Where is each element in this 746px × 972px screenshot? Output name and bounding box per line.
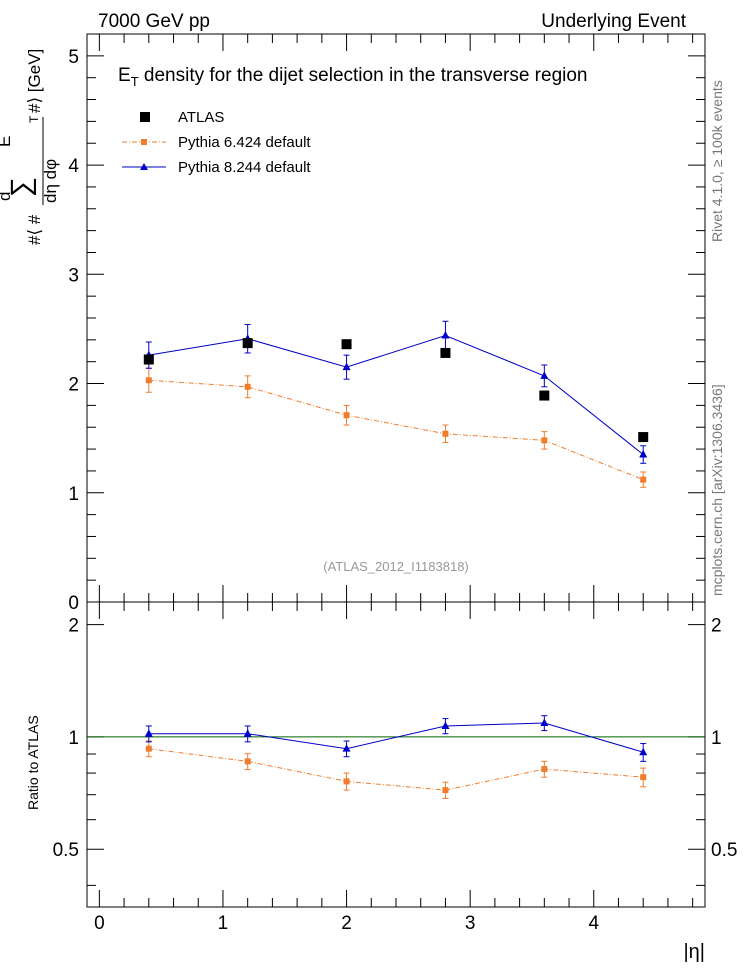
ylabel-d: d xyxy=(0,192,14,201)
pythia6-point xyxy=(442,430,449,437)
ratio-y-tick-label-right: 0.5 xyxy=(711,840,737,861)
x-tick-label: 2 xyxy=(341,913,352,934)
ratio-pythia6-point xyxy=(640,774,647,781)
ratio-pythia8-point xyxy=(441,721,450,729)
x-axis-label: |η| xyxy=(683,941,705,963)
main-y-tick-label: 4 xyxy=(68,156,79,177)
pythia6-point xyxy=(145,377,152,384)
mcplots-label: mcplots.cern.ch [arXiv:1306.3436] xyxy=(709,384,725,596)
ratio-pythia8-point xyxy=(639,747,648,756)
legend-label-pythia6: Pythia 6.424 default xyxy=(178,134,311,151)
chart-title: ET density for the dijet selection in th… xyxy=(118,65,588,89)
ratio-pythia8-line xyxy=(148,722,644,753)
legend: ATLAS Pythia 6.424 default Pythia 8.244 … xyxy=(122,109,311,176)
ratio-pythia6-point xyxy=(343,778,350,785)
atlas-point xyxy=(143,354,154,365)
ratio-pythia8-point xyxy=(144,729,153,737)
ratio-y-axis-label: Ratio to ATLAS xyxy=(25,715,41,810)
title-rest: density for the dijet selection in the t… xyxy=(139,65,588,86)
main-y-tick-label: 0 xyxy=(68,593,79,614)
x-tick-label: 4 xyxy=(588,913,599,934)
ylabel-hash-open: #⟨ # xyxy=(25,214,44,245)
ratio-pythia8-point xyxy=(243,729,252,737)
legend-marker-atlas xyxy=(140,112,150,122)
header-left: 7000 GeV pp xyxy=(98,11,210,32)
pythia6-point xyxy=(244,383,251,390)
atlas-point xyxy=(440,347,451,358)
ylabel-t: T xyxy=(27,115,41,123)
main-y-tick-label: 1 xyxy=(68,484,79,505)
pythia8-line xyxy=(148,334,644,455)
pythia8-point xyxy=(342,362,351,371)
pythia8-point xyxy=(540,371,549,379)
atlas-point xyxy=(242,338,253,349)
legend-marker-pythia8 xyxy=(140,163,148,170)
main-y-axis-label: #⟨ # ∑ d E T dη dφ #⟩ [GeV] xyxy=(0,49,60,245)
title-e: E xyxy=(118,65,131,86)
main-series xyxy=(143,320,649,488)
ratio-y-tick-label-left: 0.5 xyxy=(53,840,79,861)
x-tick-label: 3 xyxy=(465,913,476,934)
x-tick-label: 1 xyxy=(218,913,229,934)
ratio-pythia6-point xyxy=(541,766,548,773)
ratio-pythia6-point xyxy=(244,758,251,765)
ratio-series xyxy=(144,715,648,799)
ratio-y-tick-label-right: 2 xyxy=(711,616,722,637)
watermark: (ATLAS_2012_I1183818) xyxy=(323,559,469,574)
ratio-panel-frame xyxy=(86,601,706,908)
x-tick-label: 0 xyxy=(94,913,105,934)
main-y-tick-label: 2 xyxy=(68,375,79,396)
atlas-point xyxy=(638,432,649,443)
ratio-y-tick-label-left: 1 xyxy=(68,728,79,749)
ratio-y-tick-label-left: 2 xyxy=(68,616,79,637)
ratio-pythia6-line xyxy=(148,748,644,791)
ylabel-hash-close: #⟩ [GeV] xyxy=(25,49,44,113)
pythia8-point xyxy=(639,450,648,458)
ylabel-sum: ∑ xyxy=(5,177,36,197)
header-right: Underlying Event xyxy=(541,11,686,32)
atlas-point xyxy=(341,339,352,350)
title-t-sub: T xyxy=(131,74,139,89)
ratio-pythia6-point xyxy=(442,787,449,794)
legend-label-pythia8: Pythia 8.244 default xyxy=(178,159,311,176)
atlas-point xyxy=(539,390,550,401)
pythia6-point xyxy=(343,412,350,419)
ratio-ticks: 0 1 2 3 4 0.5 0.5 1 1 2 2 xyxy=(53,602,737,934)
pythia6-point xyxy=(541,437,548,444)
pythia8-point xyxy=(441,330,450,339)
ratio-pythia8-point xyxy=(540,718,549,726)
ylabel-denominator: dη dφ xyxy=(41,159,60,203)
ylabel-e: E xyxy=(0,136,14,147)
pythia6-point xyxy=(640,476,647,483)
ratio-pythia8-point xyxy=(342,744,351,752)
legend-label-atlas: ATLAS xyxy=(178,109,224,126)
ratio-y-tick-label-right: 1 xyxy=(711,728,722,749)
legend-marker-pythia6 xyxy=(141,139,147,145)
pythia6-line xyxy=(148,379,644,481)
ratio-pythia6-point xyxy=(145,745,152,752)
main-y-tick-label: 5 xyxy=(68,47,79,68)
main-ticks: 0 1 2 3 4 5 xyxy=(68,33,705,614)
rivet-label: Rivet 4.1.0, ≥ 100k events xyxy=(709,80,725,242)
main-y-tick-label: 3 xyxy=(68,265,79,286)
